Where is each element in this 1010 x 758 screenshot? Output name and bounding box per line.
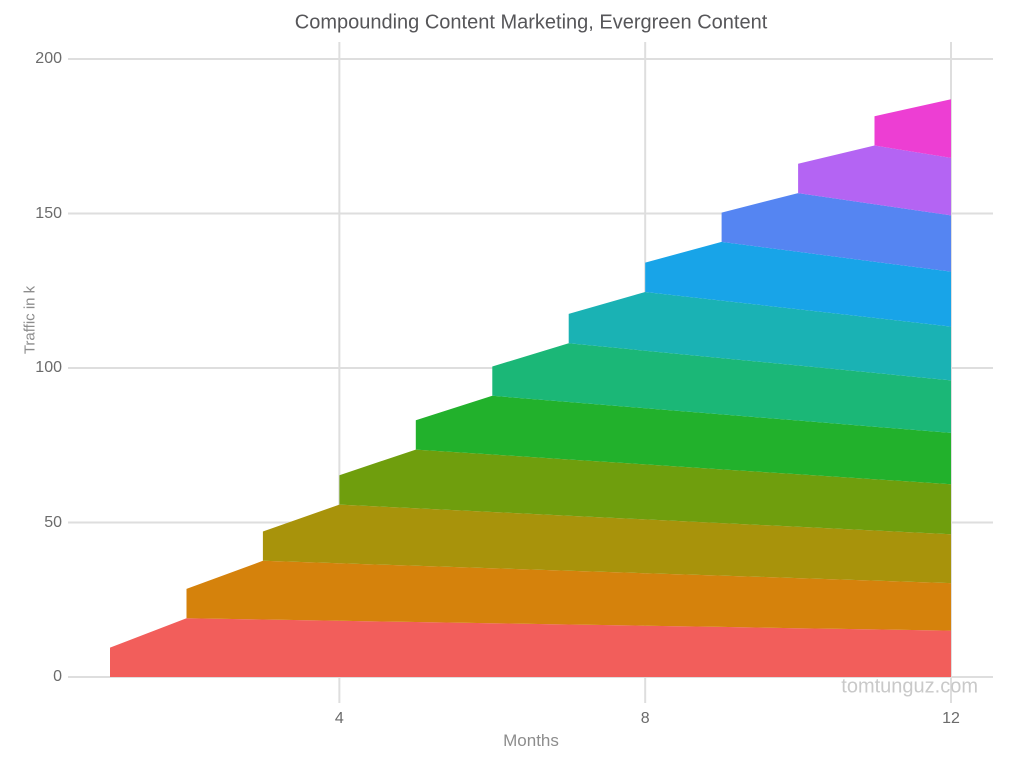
y-tick-label-50: 50 [44, 513, 62, 531]
chart-title: Compounding Content Marketing, Evergreen… [294, 11, 768, 34]
watermark: tomtunguz.com [841, 675, 978, 698]
area-series-month-5 [415, 395, 951, 485]
area-series-month-7 [568, 292, 951, 381]
area-series-month-1 [110, 618, 951, 677]
y-tick-label-100: 100 [35, 359, 62, 376]
x-axis-title: Months [503, 731, 559, 750]
x-tick-label-8: 8 [640, 710, 650, 727]
x-tick-label-12: 12 [942, 710, 960, 727]
area-series-month-8 [645, 241, 951, 327]
area-series-month-10 [798, 145, 951, 216]
y-tick-label-0: 0 [53, 668, 62, 685]
area-series-month-2 [186, 560, 951, 631]
x-tick-label-4: 4 [334, 710, 344, 727]
y-tick-label-200: 200 [35, 50, 62, 67]
area-series-month-4 [339, 449, 951, 535]
y-axis-title: Traffic in k [21, 285, 39, 355]
area-series-month-11 [874, 99, 951, 158]
area-series-month-6 [492, 343, 951, 433]
y-tick-label-150: 150 [35, 204, 62, 222]
area-series-month-9 [721, 193, 951, 272]
area-series-month-3 [262, 504, 951, 584]
